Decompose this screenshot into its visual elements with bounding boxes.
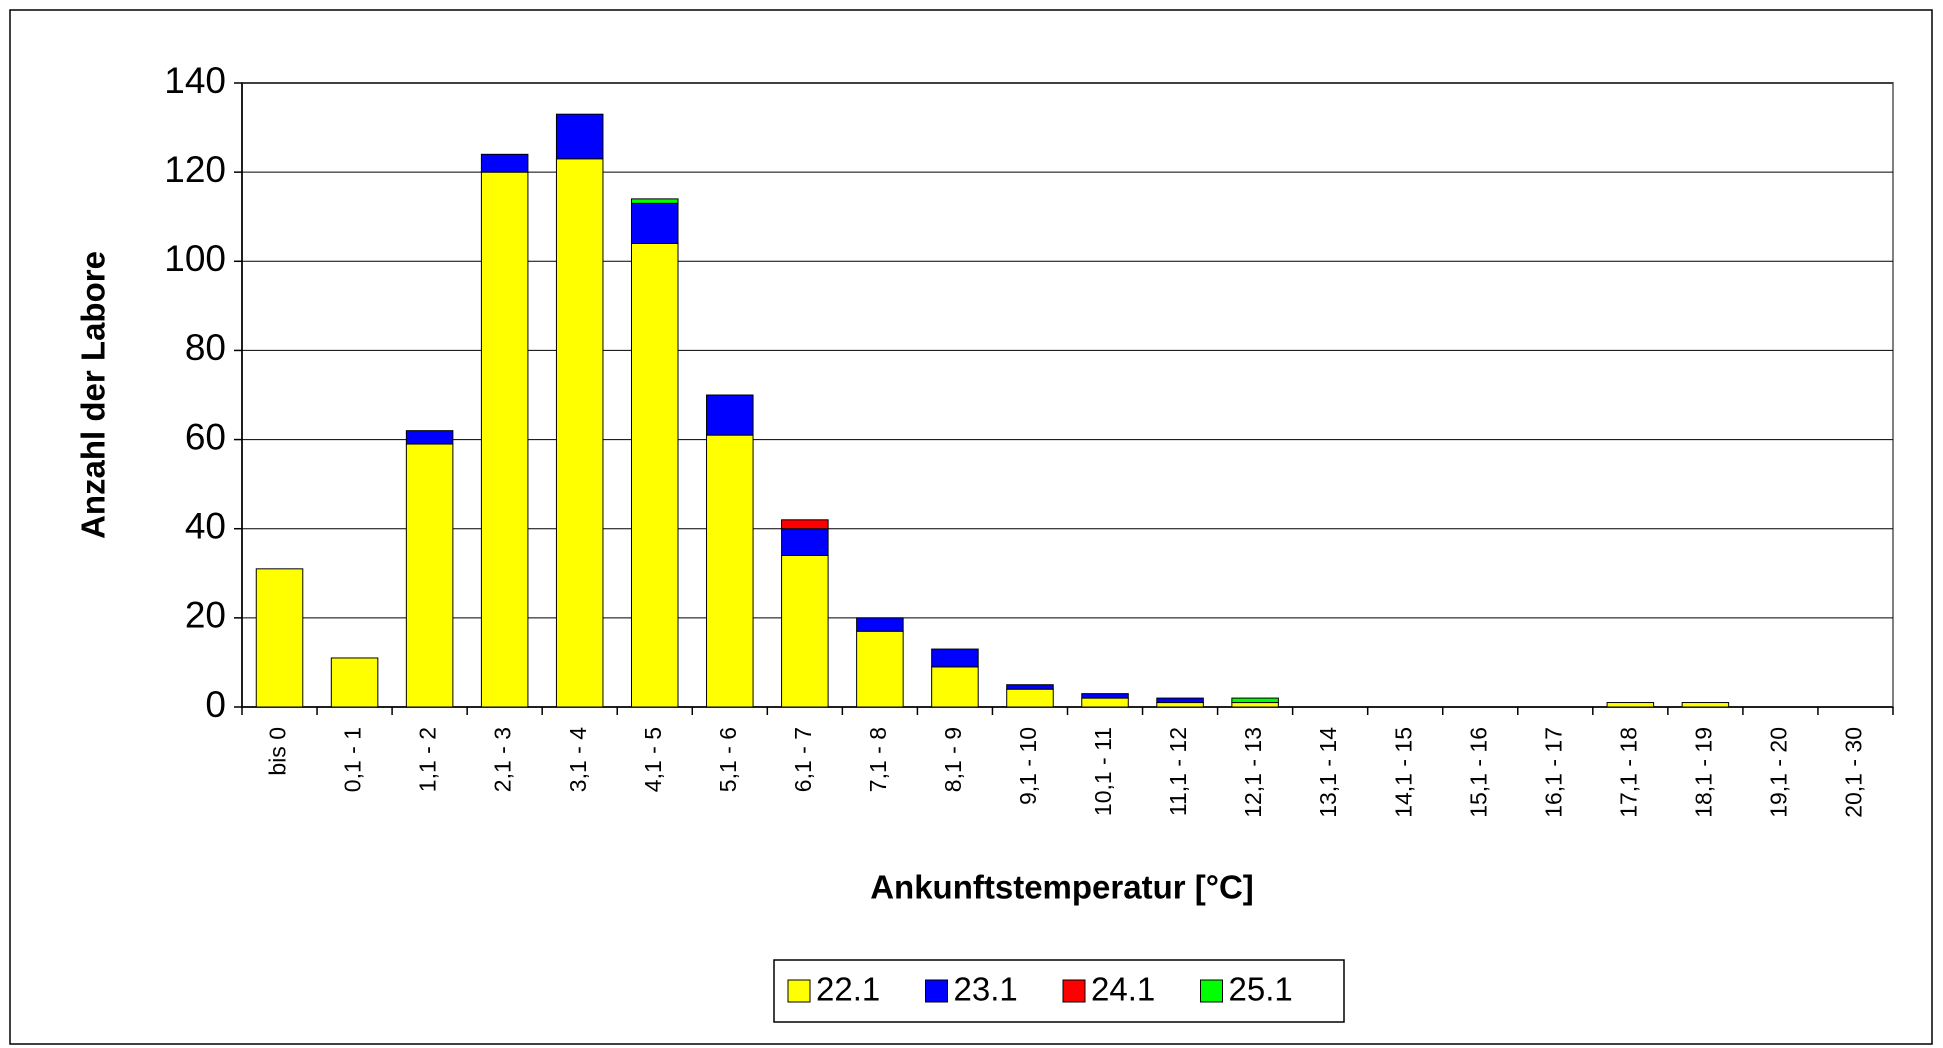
bar-segment bbox=[405, 430, 454, 445]
legend-swatch bbox=[925, 979, 948, 1003]
bar-segment bbox=[1231, 702, 1279, 708]
x-tick-label: 13,1 - 14 bbox=[1315, 727, 1341, 818]
bar-segment bbox=[330, 657, 379, 708]
x-tick-label: 12,1 - 13 bbox=[1240, 727, 1266, 818]
x-tick-label: 19,1 - 20 bbox=[1766, 727, 1792, 818]
bar-segment bbox=[1231, 697, 1279, 704]
bar-segment bbox=[781, 528, 829, 556]
bar-segment bbox=[706, 434, 754, 708]
bar-segment bbox=[931, 666, 979, 708]
x-tick-label: 18,1 - 19 bbox=[1690, 727, 1716, 818]
legend-swatch bbox=[1062, 979, 1086, 1003]
x-tick-label: 7,1 - 8 bbox=[865, 727, 891, 792]
legend-swatch bbox=[1200, 979, 1223, 1003]
bar-segment bbox=[706, 394, 754, 436]
x-tick-label: 17,1 - 18 bbox=[1615, 727, 1641, 818]
bar-segment bbox=[555, 158, 604, 708]
x-axis-title: Ankunftstemperatur [°C] bbox=[870, 869, 1254, 906]
legend-label: 25.1 bbox=[1229, 971, 1293, 1008]
x-tick-label: 9,1 - 10 bbox=[1015, 727, 1041, 805]
bar-segment bbox=[255, 568, 304, 708]
bar-segment bbox=[630, 198, 679, 204]
bar-segment bbox=[856, 630, 904, 708]
bar-segment bbox=[1156, 702, 1204, 708]
legend-box bbox=[773, 959, 1345, 1023]
x-tick-label: 16,1 - 17 bbox=[1540, 727, 1566, 818]
y-tick-label: 40 bbox=[185, 505, 226, 546]
x-tick-label: 2,1 - 3 bbox=[490, 727, 516, 792]
bar-segment bbox=[1681, 702, 1730, 708]
y-tick-label: 20 bbox=[185, 595, 226, 636]
x-tick-label: bis 0 bbox=[265, 727, 291, 776]
bar-segment bbox=[856, 617, 904, 632]
bar-segment bbox=[555, 113, 604, 160]
bar-segment bbox=[1156, 697, 1204, 704]
x-tick-label: 10,1 - 11 bbox=[1090, 727, 1116, 816]
x-tick-label: 0,1 - 1 bbox=[340, 727, 366, 792]
x-tick-label: 20,1 - 30 bbox=[1841, 727, 1867, 818]
bar-segment bbox=[480, 153, 529, 173]
x-tick-label: 11,1 - 12 bbox=[1165, 727, 1191, 816]
bar-segment bbox=[480, 171, 529, 708]
bar-segment bbox=[1606, 702, 1655, 708]
x-tick-label: 6,1 - 7 bbox=[790, 727, 816, 792]
x-tick-label: 8,1 - 9 bbox=[940, 727, 966, 792]
x-tick-label: 4,1 - 5 bbox=[640, 727, 666, 792]
bar-segment bbox=[405, 443, 454, 708]
bar-segment bbox=[931, 648, 979, 668]
y-tick-label: 60 bbox=[185, 416, 226, 457]
bar-segment bbox=[1006, 684, 1054, 690]
bar-segment bbox=[1081, 697, 1129, 708]
y-tick-label: 80 bbox=[185, 327, 226, 368]
bar-segment bbox=[630, 242, 679, 708]
x-tick-label: 14,1 - 15 bbox=[1390, 727, 1416, 818]
legend: 22.1 23.1 24.1 25.1 bbox=[773, 959, 1345, 1023]
x-tick-label: 3,1 - 4 bbox=[565, 727, 591, 792]
y-tick-label: 0 bbox=[205, 684, 226, 725]
y-tick-label: 100 bbox=[164, 238, 226, 279]
legend-label: 23.1 bbox=[954, 971, 1018, 1008]
x-tick-label: 5,1 - 6 bbox=[715, 727, 741, 792]
y-axis-title: Anzahl der Labore bbox=[75, 251, 112, 539]
bar-segment bbox=[781, 519, 829, 530]
y-tick-label: 120 bbox=[164, 149, 226, 190]
y-tick-label: 140 bbox=[164, 60, 226, 101]
legend-swatch bbox=[787, 979, 811, 1003]
bar-segment bbox=[630, 202, 679, 244]
legend-label: 24.1 bbox=[1091, 971, 1155, 1008]
legend-label: 22.1 bbox=[816, 971, 880, 1008]
bar-segment bbox=[1006, 688, 1054, 708]
x-tick-label: 15,1 - 16 bbox=[1465, 727, 1491, 818]
x-tick-label: 1,1 - 2 bbox=[415, 727, 441, 792]
bar-segment bbox=[781, 554, 829, 708]
bar-segment bbox=[1081, 693, 1129, 699]
